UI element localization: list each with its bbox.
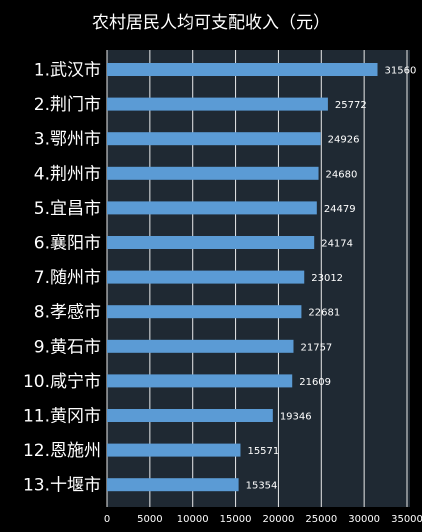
value-label: 22681 — [308, 308, 340, 319]
value-label: 21757 — [300, 342, 332, 353]
bar — [107, 374, 293, 388]
x-tick-label: 30000 — [348, 514, 380, 525]
chart-title: 农村居民人均可支配收入（元） — [92, 13, 330, 33]
category-label: 3.鄂州市 — [34, 130, 101, 150]
x-axis-ticks: 0 5000 10000 15000 20000 25000 30000 35000 — [104, 514, 422, 525]
value-label: 19346 — [280, 412, 312, 423]
category-label: 11.黄冈市 — [23, 407, 101, 427]
bar — [107, 478, 239, 492]
value-label: 24479 — [324, 204, 356, 215]
category-label: 9.黄石市 — [34, 337, 101, 357]
value-label: 24680 — [326, 169, 358, 180]
category-label: 6.襄阳市 — [34, 233, 101, 254]
bars — [107, 63, 378, 492]
bar — [107, 409, 273, 422]
x-tick-label: 20000 — [263, 514, 295, 525]
value-label: 21609 — [299, 377, 331, 388]
category-label: 7.随州市 — [34, 268, 101, 288]
category-label: 2.荆门市 — [34, 95, 101, 115]
x-tick-label: 35000 — [391, 514, 422, 525]
value-label: 24174 — [321, 239, 353, 250]
value-label: 15354 — [246, 481, 278, 492]
category-label: 1.武汉市 — [34, 61, 101, 81]
bar — [107, 443, 241, 457]
value-labels: 31560 25772 24926 24680 24479 24174 23012 22681… — [246, 66, 417, 492]
bar — [107, 270, 305, 284]
category-label: 13.十堰市 — [23, 476, 101, 496]
category-label: 5.宜昌市 — [34, 199, 101, 219]
category-label: 4.荆州市 — [34, 164, 101, 184]
x-tick-label: 25000 — [305, 514, 337, 525]
bar — [107, 236, 315, 249]
value-label: 24926 — [328, 135, 360, 146]
x-tick-label: 5000 — [137, 514, 162, 525]
category-labels: 1.武汉市 2.荆门市 3.鄂州市 4.荆州市 5.宜昌市 6.襄阳市 7.随州市 8.孝感市… — [23, 61, 101, 496]
bar — [107, 132, 321, 146]
value-label: 31560 — [385, 66, 417, 77]
value-label: 23012 — [311, 273, 343, 284]
bar — [107, 63, 378, 76]
x-tick-label: 0 — [104, 514, 110, 525]
value-label: 25772 — [335, 100, 367, 111]
bar — [107, 201, 317, 215]
bar — [107, 339, 294, 353]
bar — [107, 166, 319, 180]
category-label: 12.恩施州 — [23, 441, 101, 461]
bar — [107, 305, 302, 319]
category-label: 10.咸宁市 — [23, 372, 101, 392]
x-tick-label: 15000 — [220, 514, 252, 525]
bar — [107, 97, 328, 111]
value-label: 15571 — [247, 446, 279, 457]
category-label: 8.孝感市 — [34, 303, 101, 323]
x-tick-label: 10000 — [177, 514, 209, 525]
